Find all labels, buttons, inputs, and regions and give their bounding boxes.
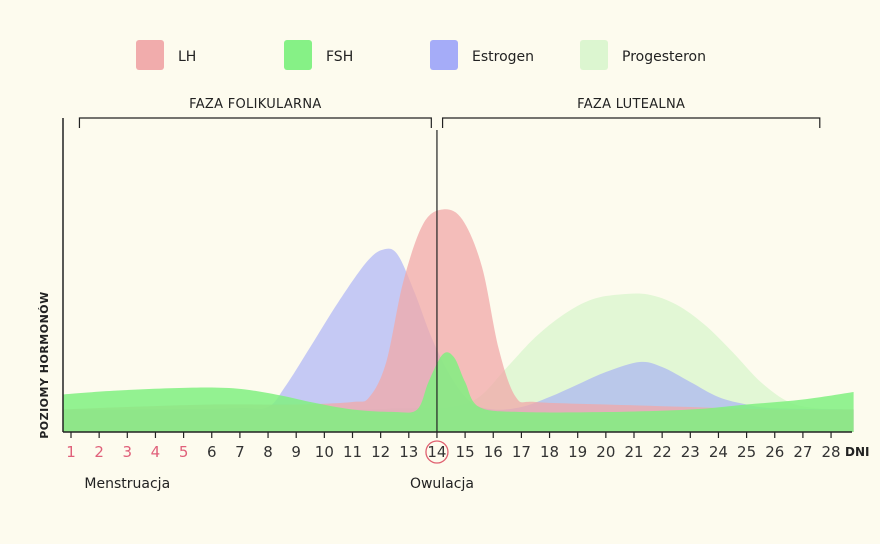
annotation-ovulation: Owulacja [410, 476, 474, 492]
x-tick-label: 26 [765, 443, 784, 461]
x-tick-label: 19 [568, 443, 587, 461]
phase-brackets: FAZA FOLIKULARNA FAZA LUTEALNA [78, 97, 821, 128]
x-tick-label: 10 [315, 443, 334, 461]
x-tick-label: 4 [151, 443, 161, 461]
ovulation-day-circle [425, 440, 449, 464]
x-tick-label: 13 [399, 443, 418, 461]
series-area-estrogen [62, 248, 854, 432]
x-tick-label: 22 [653, 443, 672, 461]
x-tick-label: 8 [263, 443, 273, 461]
legend-swatch [136, 40, 164, 70]
axes-layer: POZIOMY HORMONÓW [38, 118, 852, 439]
x-tick-label: 9 [291, 443, 301, 461]
x-tick-label: 1 [66, 443, 76, 461]
legend-item-fsh: FSH [284, 40, 353, 70]
legend-label: Estrogen [472, 49, 534, 65]
x-tick-label: 15 [456, 443, 475, 461]
x-tick-label: 7 [235, 443, 245, 461]
annotation-menstruation: Menstruacja [84, 476, 170, 492]
x-tick-label: 16 [484, 443, 503, 461]
x-tick-label: 12 [371, 443, 390, 461]
legend-label: FSH [326, 49, 353, 65]
x-tick-label: 14 [427, 443, 446, 461]
legend-item-lh: LH [136, 40, 196, 70]
phase-label: FAZA FOLIKULARNA [189, 97, 321, 112]
x-tick-label: 24 [709, 443, 728, 461]
legend-item-estrogen: Estrogen [430, 40, 534, 70]
x-tick-label: 27 [793, 443, 812, 461]
series-area-lh [62, 209, 854, 432]
y-axis-label: POZIOMY HORMONÓW [38, 291, 51, 439]
x-tick-label: 25 [737, 443, 756, 461]
x-tick-label: 18 [540, 443, 559, 461]
x-tick-label: 20 [596, 443, 615, 461]
legend: LH FSH Estrogen Progesteron [136, 40, 706, 70]
phase-bracket-line [441, 117, 821, 128]
x-tick-label: 6 [207, 443, 217, 461]
series-layer [62, 209, 854, 432]
phase-bracket-follicular: FAZA FOLIKULARNA [78, 97, 432, 128]
series-area-fsh [62, 352, 854, 432]
phase-bracket-luteal: FAZA LUTEALNA [441, 97, 821, 128]
x-tick-label: 2 [94, 443, 104, 461]
phase-label: FAZA LUTEALNA [577, 97, 685, 112]
x-tick-label: 17 [512, 443, 531, 461]
annotations: Menstruacja Owulacja [84, 476, 474, 492]
legend-label: LH [178, 49, 196, 65]
x-tick-label: 28 [822, 443, 841, 461]
x-tick-label: 3 [123, 443, 133, 461]
legend-swatch [430, 40, 458, 70]
legend-label: Progesteron [622, 49, 706, 65]
x-tick-labels: 1 2 3 4 5 6 7 8 9 10 11 12 13 14 15 16 17 18 19 20 21 22 23 24 2… [66, 440, 869, 464]
x-tick-label: 11 [343, 443, 362, 461]
legend-swatch [580, 40, 608, 70]
x-tick-label: 5 [179, 443, 189, 461]
legend-item-progesteron: Progesteron [580, 40, 706, 70]
x-tick-label: 23 [681, 443, 700, 461]
phase-bracket-line [78, 117, 432, 128]
x-tick-label: 21 [624, 443, 643, 461]
x-axis-unit-label: DNI [845, 445, 869, 459]
legend-swatch [284, 40, 312, 70]
